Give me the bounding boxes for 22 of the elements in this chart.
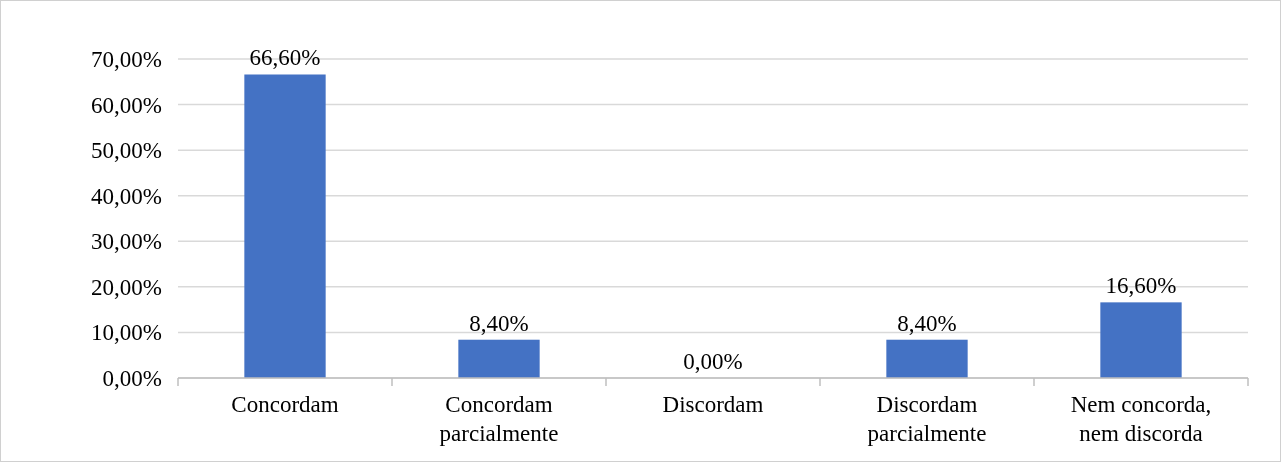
x-tick-label: Concordam [231,392,339,417]
data-label: 8,40% [897,310,957,336]
bar [886,339,968,378]
data-label: 0,00% [683,349,743,374]
x-tick-label: Concordam parcialmente [439,392,559,446]
data-label: 66,60% [249,45,321,71]
y-tick-label: 10,00% [91,320,162,346]
y-tick-label: 0,00% [102,366,162,392]
y-tick-label: 60,00% [91,92,162,118]
y-tick-label: 30,00% [91,229,162,255]
x-tick-label: Discordam parcialmente [867,392,987,446]
data-label: 16,60% [1105,273,1177,299]
bar [244,74,326,378]
x-tick-label: Nem concorda, nem discorda [1070,392,1212,446]
y-tick-label: 40,00% [91,183,162,209]
x-tick-label: Discordam [662,392,764,417]
y-tick-label: 70,00% [91,47,162,73]
y-tick-label: 20,00% [91,274,162,300]
bar [458,339,540,378]
y-tick-label: 50,00% [91,138,162,164]
bar [1100,302,1182,378]
data-label: 8,40% [469,310,529,336]
